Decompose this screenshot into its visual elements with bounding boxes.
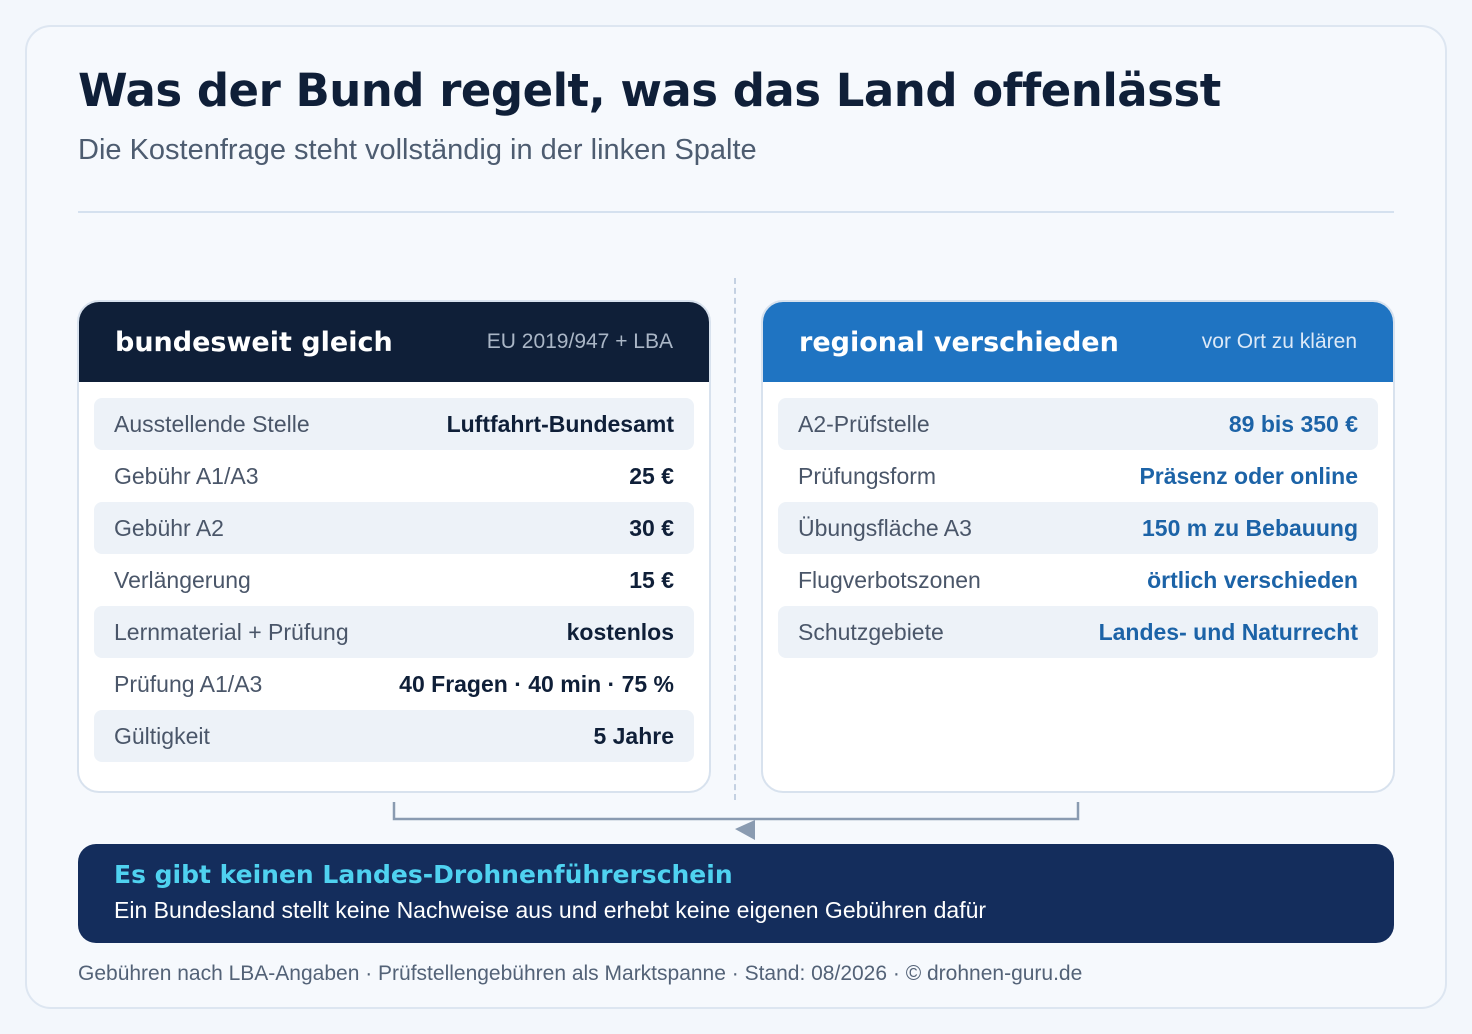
row-value: Landes- und Naturrecht: [1098, 618, 1358, 645]
row-label: Gebühr A2: [114, 514, 224, 541]
federal-panel-header: bundesweit gleich EU 2019/947 + LBA: [79, 302, 709, 382]
row-value: 5 Jahre: [593, 722, 674, 749]
row-value: 30 €: [629, 514, 674, 541]
row-value: 25 €: [629, 462, 674, 489]
federal-rows: Ausstellende Stelle Luftfahrt-Bundesamt …: [79, 382, 709, 762]
page-title: Was der Bund regelt, was das Land offenl…: [78, 64, 1221, 117]
regional-panel-header: regional verschieden vor Ort zu klären: [763, 302, 1393, 382]
row-label: Prüfung A1/A3: [114, 670, 263, 697]
row-label: Prüfungsform: [798, 462, 937, 489]
row-value: Luftfahrt-Bundesamt: [446, 410, 674, 437]
conclusion-banner: Es gibt keinen Landes-Drohnenführerschei…: [78, 844, 1394, 943]
federal-panel: bundesweit gleich EU 2019/947 + LBA Auss…: [77, 300, 711, 793]
table-row: Übungsfläche A3 150 m zu Bebauung: [778, 502, 1378, 554]
row-value: Präsenz oder online: [1139, 462, 1358, 489]
merge-connector: [392, 802, 1080, 840]
row-label: A2-Prüfstelle: [798, 410, 930, 437]
regional-panel-tag: vor Ort zu klären: [1201, 330, 1357, 353]
row-value: 40 Fragen · 40 min · 75 %: [399, 670, 674, 697]
federal-panel-title: bundesweit gleich: [115, 326, 393, 358]
table-row: Flugverbotszonen örtlich verschieden: [778, 554, 1378, 606]
bracket-line: [392, 802, 1080, 821]
page-subtitle: Die Kostenfrage steht vollständig in der…: [78, 134, 757, 166]
row-label: Lernmaterial + Prüfung: [114, 618, 349, 645]
footer-note: Gebühren nach LBA-Angaben · Prüfstelleng…: [78, 962, 1083, 985]
row-label: Verlängerung: [114, 566, 251, 593]
row-label: Gebühr A1/A3: [114, 462, 259, 489]
row-value: kostenlos: [566, 618, 674, 645]
header-divider: [78, 211, 1394, 213]
row-label: Gültigkeit: [114, 722, 210, 749]
table-row: Ausstellende Stelle Luftfahrt-Bundesamt: [94, 398, 694, 450]
arrow-down-icon: [735, 820, 755, 840]
row-label: Übungsfläche A3: [798, 514, 972, 541]
regional-panel-title: regional verschieden: [799, 326, 1119, 358]
row-value: 89 bis 350 €: [1228, 410, 1358, 437]
row-value: 15 €: [629, 566, 674, 593]
table-row: Gültigkeit 5 Jahre: [94, 710, 694, 762]
banner-heading: Es gibt keinen Landes-Drohnenführerschei…: [114, 860, 733, 889]
table-row: Gebühr A2 30 €: [94, 502, 694, 554]
regional-panel: regional verschieden vor Ort zu klären A…: [761, 300, 1395, 793]
row-label: Schutzgebiete: [798, 618, 944, 645]
row-value: 150 m zu Bebauung: [1142, 514, 1358, 541]
federal-panel-tag: EU 2019/947 + LBA: [486, 330, 673, 353]
regional-rows: A2-Prüfstelle 89 bis 350 € Prüfungsform …: [763, 382, 1393, 658]
row-value: örtlich verschieden: [1147, 566, 1358, 593]
table-row: Schutzgebiete Landes- und Naturrecht: [778, 606, 1378, 658]
table-row: Prüfung A1/A3 40 Fragen · 40 min · 75 %: [94, 658, 694, 710]
table-row: A2-Prüfstelle 89 bis 350 €: [778, 398, 1378, 450]
column-divider: [734, 278, 736, 800]
table-row: Verlängerung 15 €: [94, 554, 694, 606]
banner-text: Ein Bundesland stellt keine Nachweise au…: [114, 897, 987, 923]
table-row: Lernmaterial + Prüfung kostenlos: [94, 606, 694, 658]
table-row: Prüfungsform Präsenz oder online: [778, 450, 1378, 502]
row-label: Flugverbotszonen: [798, 566, 981, 593]
row-label: Ausstellende Stelle: [114, 410, 310, 437]
table-row: Gebühr A1/A3 25 €: [94, 450, 694, 502]
